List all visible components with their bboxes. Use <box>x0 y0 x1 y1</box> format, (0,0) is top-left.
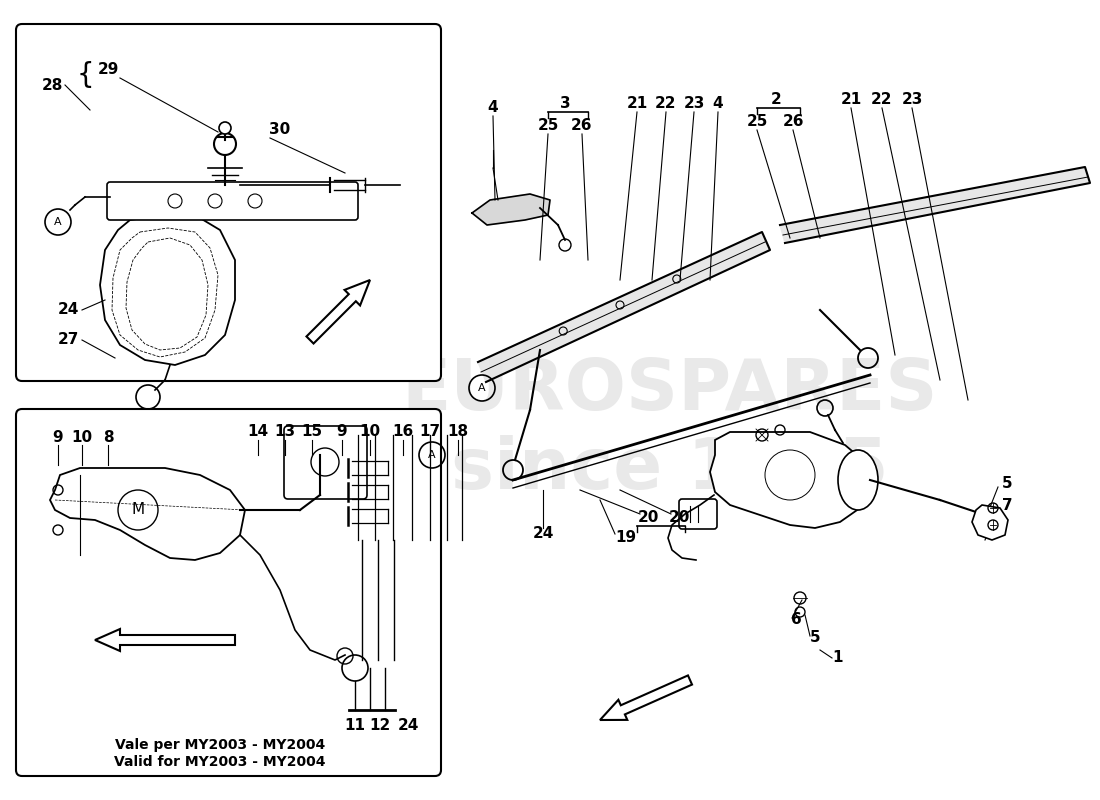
Text: 21: 21 <box>626 97 648 111</box>
Text: 5: 5 <box>1002 477 1012 491</box>
Text: A: A <box>428 450 436 460</box>
Text: 16: 16 <box>393 425 414 439</box>
FancyBboxPatch shape <box>679 499 717 529</box>
Text: 26: 26 <box>782 114 804 130</box>
Text: Valid for MY2003 - MY2004: Valid for MY2003 - MY2004 <box>114 755 326 769</box>
FancyBboxPatch shape <box>16 409 441 776</box>
Text: 26: 26 <box>571 118 593 134</box>
FancyBboxPatch shape <box>284 426 367 499</box>
Text: 9: 9 <box>337 425 348 439</box>
Text: 8: 8 <box>102 430 113 445</box>
Text: 29: 29 <box>97 62 119 78</box>
Polygon shape <box>600 675 692 720</box>
Polygon shape <box>100 215 235 365</box>
FancyBboxPatch shape <box>107 182 358 220</box>
Text: 20: 20 <box>637 510 659 526</box>
Polygon shape <box>472 194 550 225</box>
Text: 2: 2 <box>771 93 781 107</box>
Text: 24: 24 <box>397 718 419 733</box>
Text: 4: 4 <box>713 97 724 111</box>
Text: 11: 11 <box>344 718 365 733</box>
Text: 7: 7 <box>1002 498 1012 514</box>
Text: 21: 21 <box>840 93 861 107</box>
Text: 28: 28 <box>42 78 63 93</box>
Text: 5: 5 <box>810 630 821 646</box>
Text: 15: 15 <box>301 425 322 439</box>
Text: 24: 24 <box>57 302 79 318</box>
Polygon shape <box>307 280 370 343</box>
Text: 22: 22 <box>871 93 893 107</box>
Text: 14: 14 <box>248 425 268 439</box>
Text: 13: 13 <box>274 425 296 439</box>
Text: 3: 3 <box>560 97 570 111</box>
Text: 6: 6 <box>791 613 802 627</box>
FancyBboxPatch shape <box>16 24 441 381</box>
Text: 19: 19 <box>615 530 637 546</box>
Polygon shape <box>95 629 235 651</box>
Polygon shape <box>50 468 245 560</box>
Circle shape <box>219 122 231 134</box>
Ellipse shape <box>838 450 878 510</box>
Text: 25: 25 <box>746 114 768 130</box>
Text: 23: 23 <box>901 93 923 107</box>
Polygon shape <box>710 432 870 528</box>
Text: 25: 25 <box>537 118 559 134</box>
Text: 30: 30 <box>270 122 290 138</box>
Text: {: { <box>76 61 94 89</box>
Text: EUROSPARES
since 1985: EUROSPARES since 1985 <box>402 355 938 504</box>
Text: 17: 17 <box>419 425 441 439</box>
Text: A: A <box>478 383 486 393</box>
Text: 20: 20 <box>669 510 690 526</box>
Text: 22: 22 <box>656 97 676 111</box>
Text: 9: 9 <box>53 430 64 445</box>
Polygon shape <box>780 167 1090 243</box>
Text: M: M <box>131 502 144 518</box>
Polygon shape <box>478 232 770 382</box>
Text: 27: 27 <box>57 333 79 347</box>
Text: A: A <box>54 217 62 227</box>
Polygon shape <box>972 505 1008 540</box>
Text: 10: 10 <box>72 430 92 445</box>
Text: 12: 12 <box>370 718 390 733</box>
Text: 10: 10 <box>360 425 381 439</box>
Text: Vale per MY2003 - MY2004: Vale per MY2003 - MY2004 <box>114 738 326 752</box>
Text: 18: 18 <box>448 425 469 439</box>
Text: 1: 1 <box>833 650 844 666</box>
Text: 24: 24 <box>532 526 553 542</box>
Text: 4: 4 <box>487 101 498 115</box>
Text: 23: 23 <box>683 97 705 111</box>
